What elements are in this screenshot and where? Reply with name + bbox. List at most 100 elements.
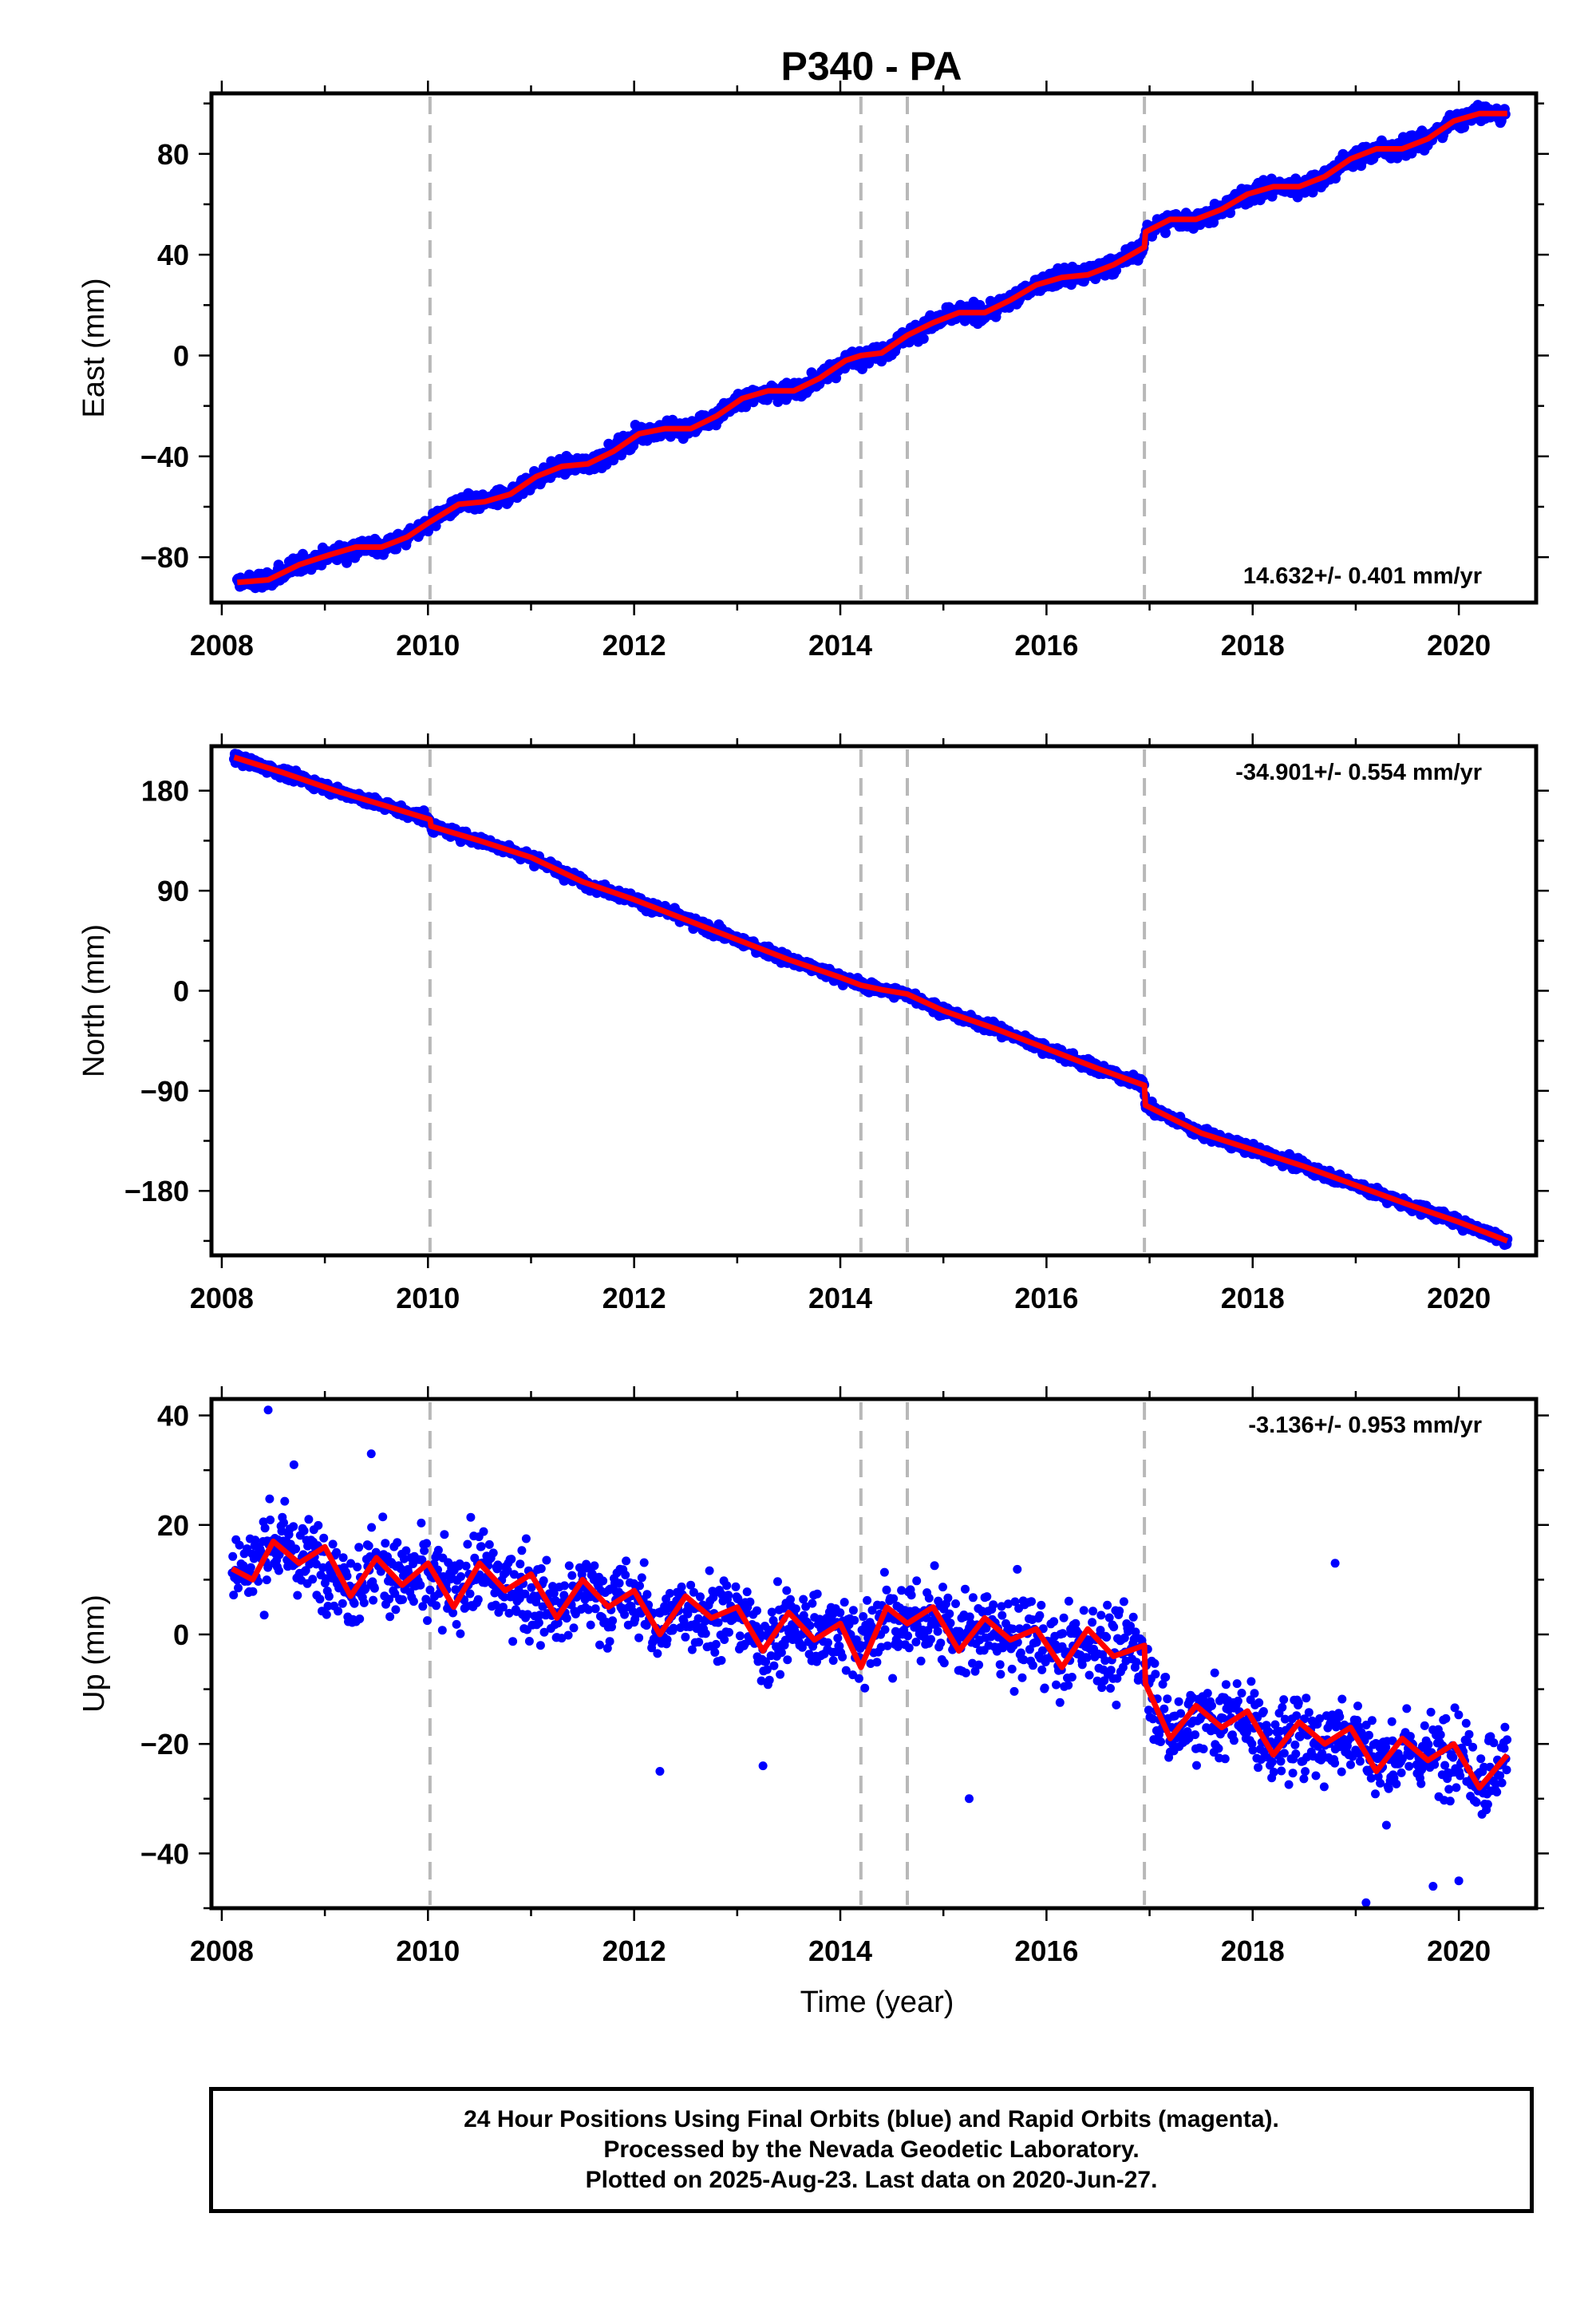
data-point (689, 1587, 698, 1597)
data-point (720, 1635, 729, 1644)
data-point (1009, 1686, 1019, 1696)
data-point (499, 1603, 508, 1612)
data-point (521, 1534, 531, 1543)
data-point (385, 1595, 394, 1604)
data-point (961, 1584, 970, 1594)
data-point (882, 1585, 891, 1595)
data-point (1003, 1599, 1013, 1609)
data-point (776, 1648, 786, 1658)
x-tick-label: 2012 (602, 1282, 666, 1314)
data-point (773, 1577, 782, 1587)
data-point (350, 1599, 359, 1608)
data-point (259, 1611, 269, 1620)
data-point (342, 557, 352, 568)
data-point (998, 1611, 1007, 1620)
data-point (622, 1556, 631, 1566)
data-point (418, 1602, 428, 1611)
north-rate-label: -34.901+/- 0.554 mm/yr (1235, 760, 1482, 785)
data-point (808, 1599, 817, 1608)
data-point (378, 1512, 388, 1522)
data-point (567, 1571, 577, 1580)
data-point (997, 1602, 1006, 1611)
data-point (369, 1583, 379, 1593)
data-point (653, 1649, 662, 1658)
x-tick-label: 2016 (1014, 629, 1078, 662)
data-point (791, 1604, 800, 1614)
data-point (263, 1563, 273, 1572)
data-point (361, 1584, 370, 1594)
data-point (894, 1638, 903, 1648)
east-observations (231, 100, 1511, 594)
data-point (602, 1643, 612, 1653)
data-point (586, 1620, 595, 1630)
data-point (539, 1627, 549, 1637)
data-point (761, 1657, 771, 1666)
data-point (318, 1563, 328, 1572)
data-point (520, 1589, 530, 1599)
data-point (234, 1583, 243, 1593)
data-point (562, 1614, 571, 1623)
data-point (710, 1648, 720, 1657)
data-point (524, 1637, 534, 1646)
data-point (542, 1555, 551, 1565)
data-point (614, 1579, 624, 1588)
data-point (332, 1547, 342, 1557)
x-tick-label: 2020 (1427, 629, 1491, 662)
data-point (939, 1658, 949, 1668)
data-point (824, 1638, 832, 1647)
data-point (376, 1567, 385, 1576)
data-point (989, 1600, 998, 1610)
data-point (500, 1592, 509, 1602)
data-point (850, 1615, 859, 1625)
data-point (677, 1582, 686, 1591)
data-point (369, 1595, 378, 1605)
data-point (735, 1631, 745, 1641)
data-point (527, 1583, 536, 1592)
data-point (381, 1539, 390, 1548)
data-point (308, 1575, 318, 1584)
data-point (620, 1610, 630, 1619)
data-point (742, 1587, 752, 1597)
data-point (311, 1559, 321, 1569)
data-point (767, 1607, 776, 1617)
data-point (598, 1576, 608, 1586)
data-point (246, 1563, 255, 1572)
data-point (783, 1655, 792, 1665)
data-point (938, 1583, 947, 1592)
data-point (466, 1512, 476, 1522)
data-point (575, 1563, 584, 1572)
data-point (662, 1635, 672, 1644)
data-point (786, 1595, 795, 1604)
data-point (996, 1670, 1005, 1679)
data-point (782, 1586, 792, 1595)
data-point (262, 1575, 271, 1585)
y-tick-label: 40 (157, 239, 189, 271)
data-point (669, 1623, 678, 1633)
data-point (293, 1591, 302, 1600)
east-plot-frame (209, 91, 1539, 605)
data-point (564, 1561, 574, 1571)
data-point (835, 1642, 844, 1651)
data-point (334, 1607, 343, 1616)
data-point (1013, 1564, 1022, 1574)
data-point (686, 1580, 696, 1590)
y-tick-label: 90 (157, 875, 189, 907)
data-point (965, 1612, 974, 1622)
data-point (437, 1626, 447, 1635)
data-point (355, 1614, 365, 1623)
data-point (516, 1559, 525, 1569)
data-point (549, 1589, 559, 1598)
y-tick-label: 180 (141, 775, 189, 808)
data-point (974, 1660, 984, 1670)
data-point (804, 1650, 814, 1659)
data-point (801, 1602, 811, 1611)
data-point (346, 1559, 356, 1568)
data-point (451, 1585, 460, 1595)
data-point (753, 1606, 761, 1615)
data-point (559, 1581, 569, 1591)
data-point (422, 1539, 432, 1548)
data-point (916, 1656, 926, 1666)
data-point (479, 1527, 488, 1536)
data-point (769, 1661, 779, 1670)
data-point (1459, 122, 1469, 132)
